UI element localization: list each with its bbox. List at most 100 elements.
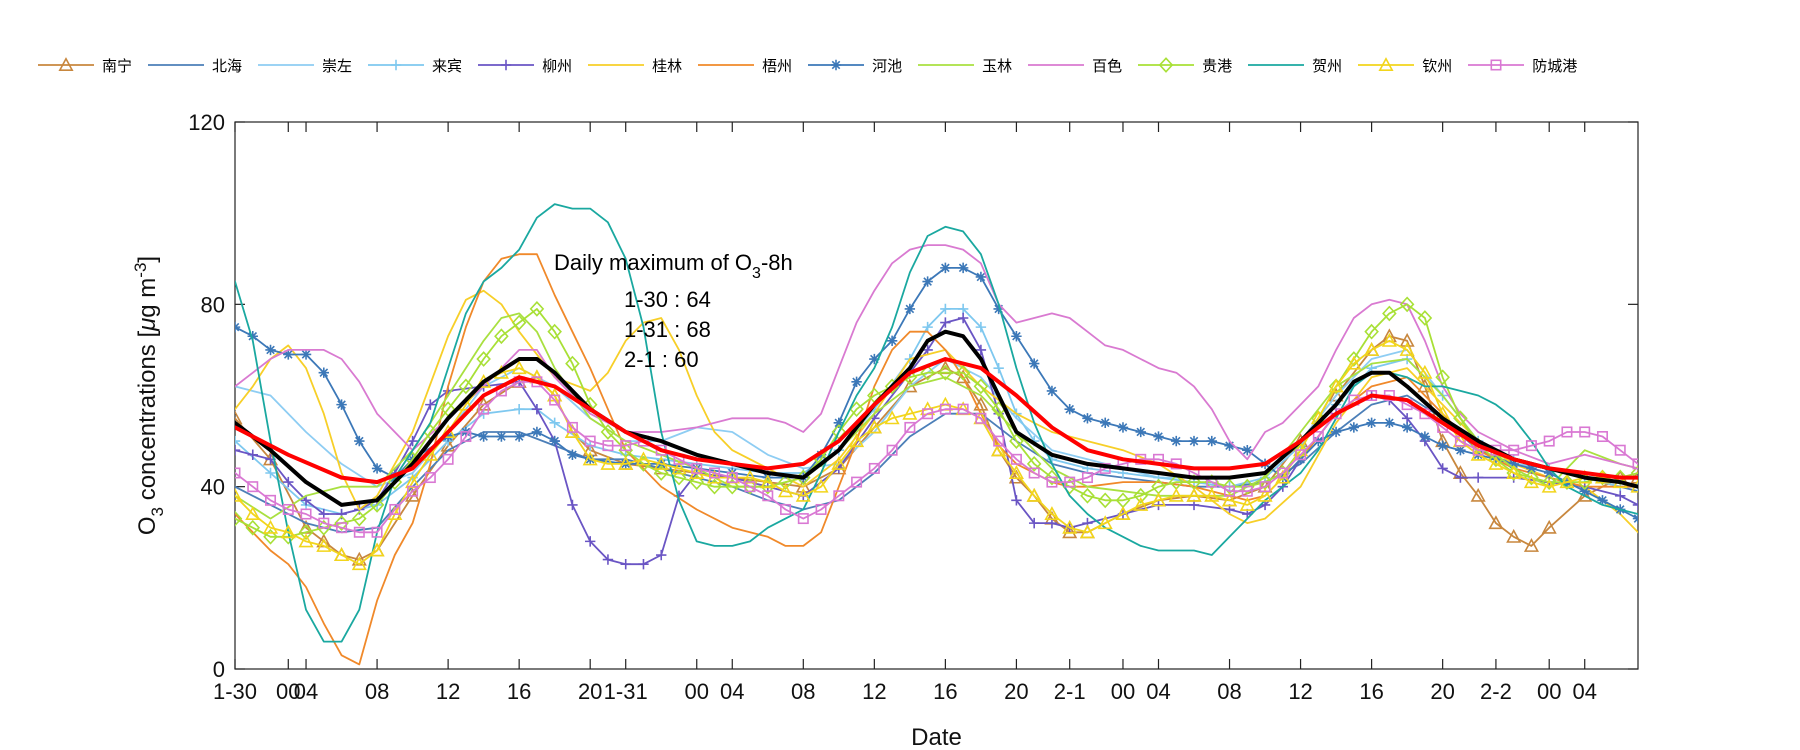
data-point-防城港 bbox=[939, 403, 951, 415]
legend-item: 河池 bbox=[806, 55, 902, 76]
data-point-贵港 bbox=[724, 478, 740, 495]
data-point-河池 bbox=[1064, 403, 1075, 415]
x-tick-label: 16 bbox=[507, 679, 531, 704]
data-point-钦州 bbox=[653, 456, 669, 470]
legend: 南宁 北海 崇左 来宾 柳州 桂林 梧州 河池 玉林 百色 贵港 贺州 钦州 防城港 bbox=[36, 52, 1591, 78]
data-point-防城港 bbox=[1028, 467, 1040, 479]
legend-label: 河池 bbox=[872, 56, 903, 75]
data-point-钦州 bbox=[1204, 487, 1220, 502]
data-point-防城港 bbox=[1064, 476, 1076, 488]
data-point-河池 bbox=[993, 303, 1004, 315]
data-point-南宁 bbox=[1523, 538, 1539, 552]
data-point-防城港 bbox=[780, 503, 792, 515]
data-point-钦州 bbox=[1079, 524, 1096, 539]
data-point-防城港 bbox=[389, 503, 401, 515]
data-point-柳州 bbox=[940, 317, 951, 328]
data-point-防城港 bbox=[442, 453, 454, 465]
data-point-钦州 bbox=[1506, 465, 1522, 479]
data-point-防城港 bbox=[762, 490, 774, 502]
data-point-钦州 bbox=[1399, 342, 1415, 356]
data-point-贵港 bbox=[1080, 487, 1095, 504]
legend-item: 玉林 bbox=[916, 55, 1012, 76]
x-tick-label: 12 bbox=[862, 679, 886, 704]
data-point-防城港 bbox=[868, 462, 880, 474]
data-point-贵港 bbox=[600, 424, 616, 440]
data-point-钦州 bbox=[777, 483, 794, 498]
x-tick-label: 1-31 bbox=[604, 679, 648, 704]
data-point-河池 bbox=[1242, 445, 1253, 456]
data-point-防城港 bbox=[1543, 435, 1555, 447]
x-tick-label: 1-30 bbox=[213, 679, 257, 704]
legend-swatch bbox=[698, 64, 755, 66]
data-point-柳州 bbox=[957, 312, 969, 324]
data-point-贵港 bbox=[1630, 465, 1638, 481]
legend-marker bbox=[1378, 57, 1394, 71]
data-point-防城港 bbox=[318, 517, 330, 529]
data-point-河池 bbox=[567, 449, 578, 460]
data-point-钦州 bbox=[1417, 364, 1433, 379]
x-tick-label: 2-1 bbox=[1054, 679, 1086, 704]
data-point-防城港 bbox=[460, 431, 472, 443]
data-point-钦州 bbox=[635, 451, 652, 466]
data-point-柳州 bbox=[922, 344, 933, 356]
legend-swatch bbox=[478, 59, 535, 71]
legend-label: 桂林 bbox=[652, 56, 683, 75]
data-point-钦州 bbox=[671, 460, 687, 475]
data-point-防城港 bbox=[584, 435, 596, 447]
data-point-来宾 bbox=[265, 467, 276, 479]
data-point-钦州 bbox=[1381, 332, 1397, 347]
data-point-河池 bbox=[957, 262, 969, 274]
data-point-贵港 bbox=[1044, 469, 1060, 486]
x-tick-label: 2-2 bbox=[1480, 679, 1512, 704]
data-point-河池 bbox=[851, 376, 862, 388]
data-point-柳州 bbox=[1632, 499, 1638, 511]
legend-swatch bbox=[148, 64, 205, 66]
legend-swatch bbox=[1028, 64, 1085, 66]
legend-marker bbox=[500, 59, 512, 71]
x-tick-label: 20 bbox=[578, 679, 602, 704]
data-point-贵港 bbox=[529, 301, 545, 317]
legend-item: 崇左 bbox=[256, 55, 352, 76]
data-point-防城港 bbox=[1259, 481, 1271, 493]
data-point-防城港 bbox=[407, 485, 419, 497]
x-tick-label: 00 bbox=[1537, 679, 1561, 704]
series-line-贺州 bbox=[235, 203, 1638, 643]
data-point-防城港 bbox=[549, 394, 561, 406]
x-tick-label: 00 bbox=[685, 679, 709, 704]
data-point-钦州 bbox=[884, 410, 900, 425]
data-point-河池 bbox=[922, 276, 933, 287]
data-point-河池 bbox=[1206, 435, 1217, 447]
x-tick-label: 04 bbox=[1146, 679, 1170, 704]
data-point-钦州 bbox=[1328, 378, 1344, 393]
data-point-防城港 bbox=[1295, 449, 1307, 461]
data-point-钦州 bbox=[511, 360, 527, 375]
data-point-来宾 bbox=[975, 321, 987, 333]
data-point-贵港 bbox=[849, 401, 864, 418]
data-point-钦州 bbox=[262, 519, 279, 534]
data-point-贵港 bbox=[1488, 451, 1504, 468]
data-point-柳州 bbox=[584, 536, 596, 547]
data-point-防城港 bbox=[1224, 485, 1236, 497]
annotation-line: 1-30 : 64 bbox=[624, 287, 711, 312]
data-point-钦州 bbox=[1364, 342, 1380, 356]
data-point-河池 bbox=[1579, 486, 1590, 497]
data-point-河池 bbox=[1135, 426, 1146, 438]
data-point-防城港 bbox=[851, 476, 863, 488]
data-point-来宾 bbox=[513, 403, 525, 415]
data-point-钦州 bbox=[1346, 355, 1362, 370]
annotation-line: 1-31 : 68 bbox=[624, 317, 711, 342]
legend-item: 北海 bbox=[146, 55, 242, 76]
legend-label: 钦州 bbox=[1422, 56, 1453, 75]
data-point-贵港 bbox=[1346, 351, 1362, 367]
data-point-钦州 bbox=[866, 419, 882, 434]
data-point-贵港 bbox=[494, 328, 509, 345]
data-point-防城港 bbox=[993, 435, 1005, 447]
data-point-河池 bbox=[318, 367, 329, 378]
data-point-贵港 bbox=[778, 474, 793, 490]
x-tick-label: 04 bbox=[294, 679, 318, 704]
data-point-钦州 bbox=[369, 542, 385, 557]
data-point-贵港 bbox=[1382, 305, 1397, 322]
data-point-贵港 bbox=[1399, 296, 1415, 313]
y-tick-label: 0 bbox=[213, 657, 225, 682]
legend-marker bbox=[58, 57, 74, 71]
